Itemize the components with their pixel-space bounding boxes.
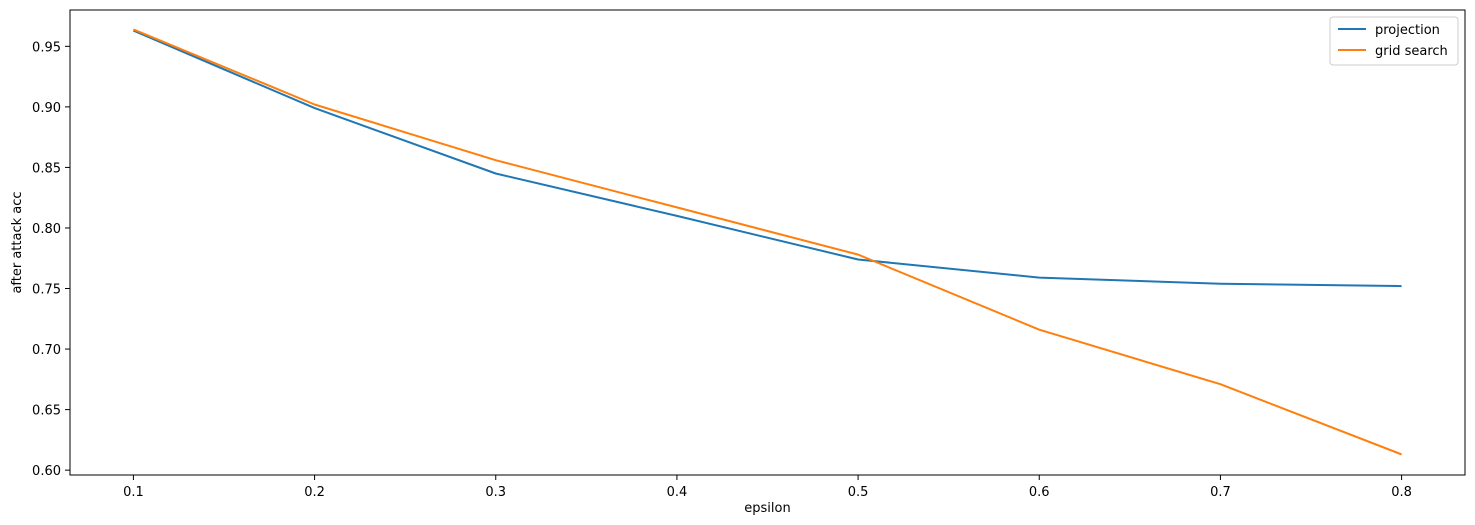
y-tick-label: 0.95 (32, 40, 61, 55)
y-tick-label: 0.75 (32, 283, 61, 298)
y-tick-label: 0.65 (32, 404, 61, 419)
ticks-layer: 0.1 0.2 0.3 0.4 0.5 0.6 0.7 0.8 0.60 0.65 0.70 0.75… (32, 40, 1412, 500)
x-tick-label: 0.7 (1210, 485, 1231, 500)
legend: projection grid search (1329, 16, 1459, 66)
x-tick-label: 0.3 (485, 485, 506, 500)
x-tick-label: 0.2 (304, 485, 325, 500)
y-axis-label: after attack acc (10, 191, 25, 293)
y-tick-label: 0.80 (32, 222, 61, 237)
legend-label-projection: projection (1375, 23, 1440, 38)
series-line-grid-search (133, 28, 1402, 456)
series-line-projection (133, 29, 1402, 288)
x-tick-label: 0.8 (1391, 485, 1412, 500)
x-axis-label: epsilon (744, 501, 790, 516)
x-tick-label: 0.6 (1029, 485, 1050, 500)
series-layer (133, 28, 1402, 456)
plot-frame (69, 9, 1466, 476)
y-tick-label: 0.90 (32, 101, 61, 116)
legend-label-grid-search: grid search (1375, 44, 1448, 59)
y-tick-label: 0.85 (32, 161, 61, 176)
x-tick-label: 0.5 (848, 485, 869, 500)
y-tick-label: 0.60 (32, 464, 61, 479)
x-tick-label: 0.4 (667, 485, 688, 500)
x-tick-label: 0.1 (123, 485, 144, 500)
y-tick-label: 0.70 (32, 343, 61, 358)
